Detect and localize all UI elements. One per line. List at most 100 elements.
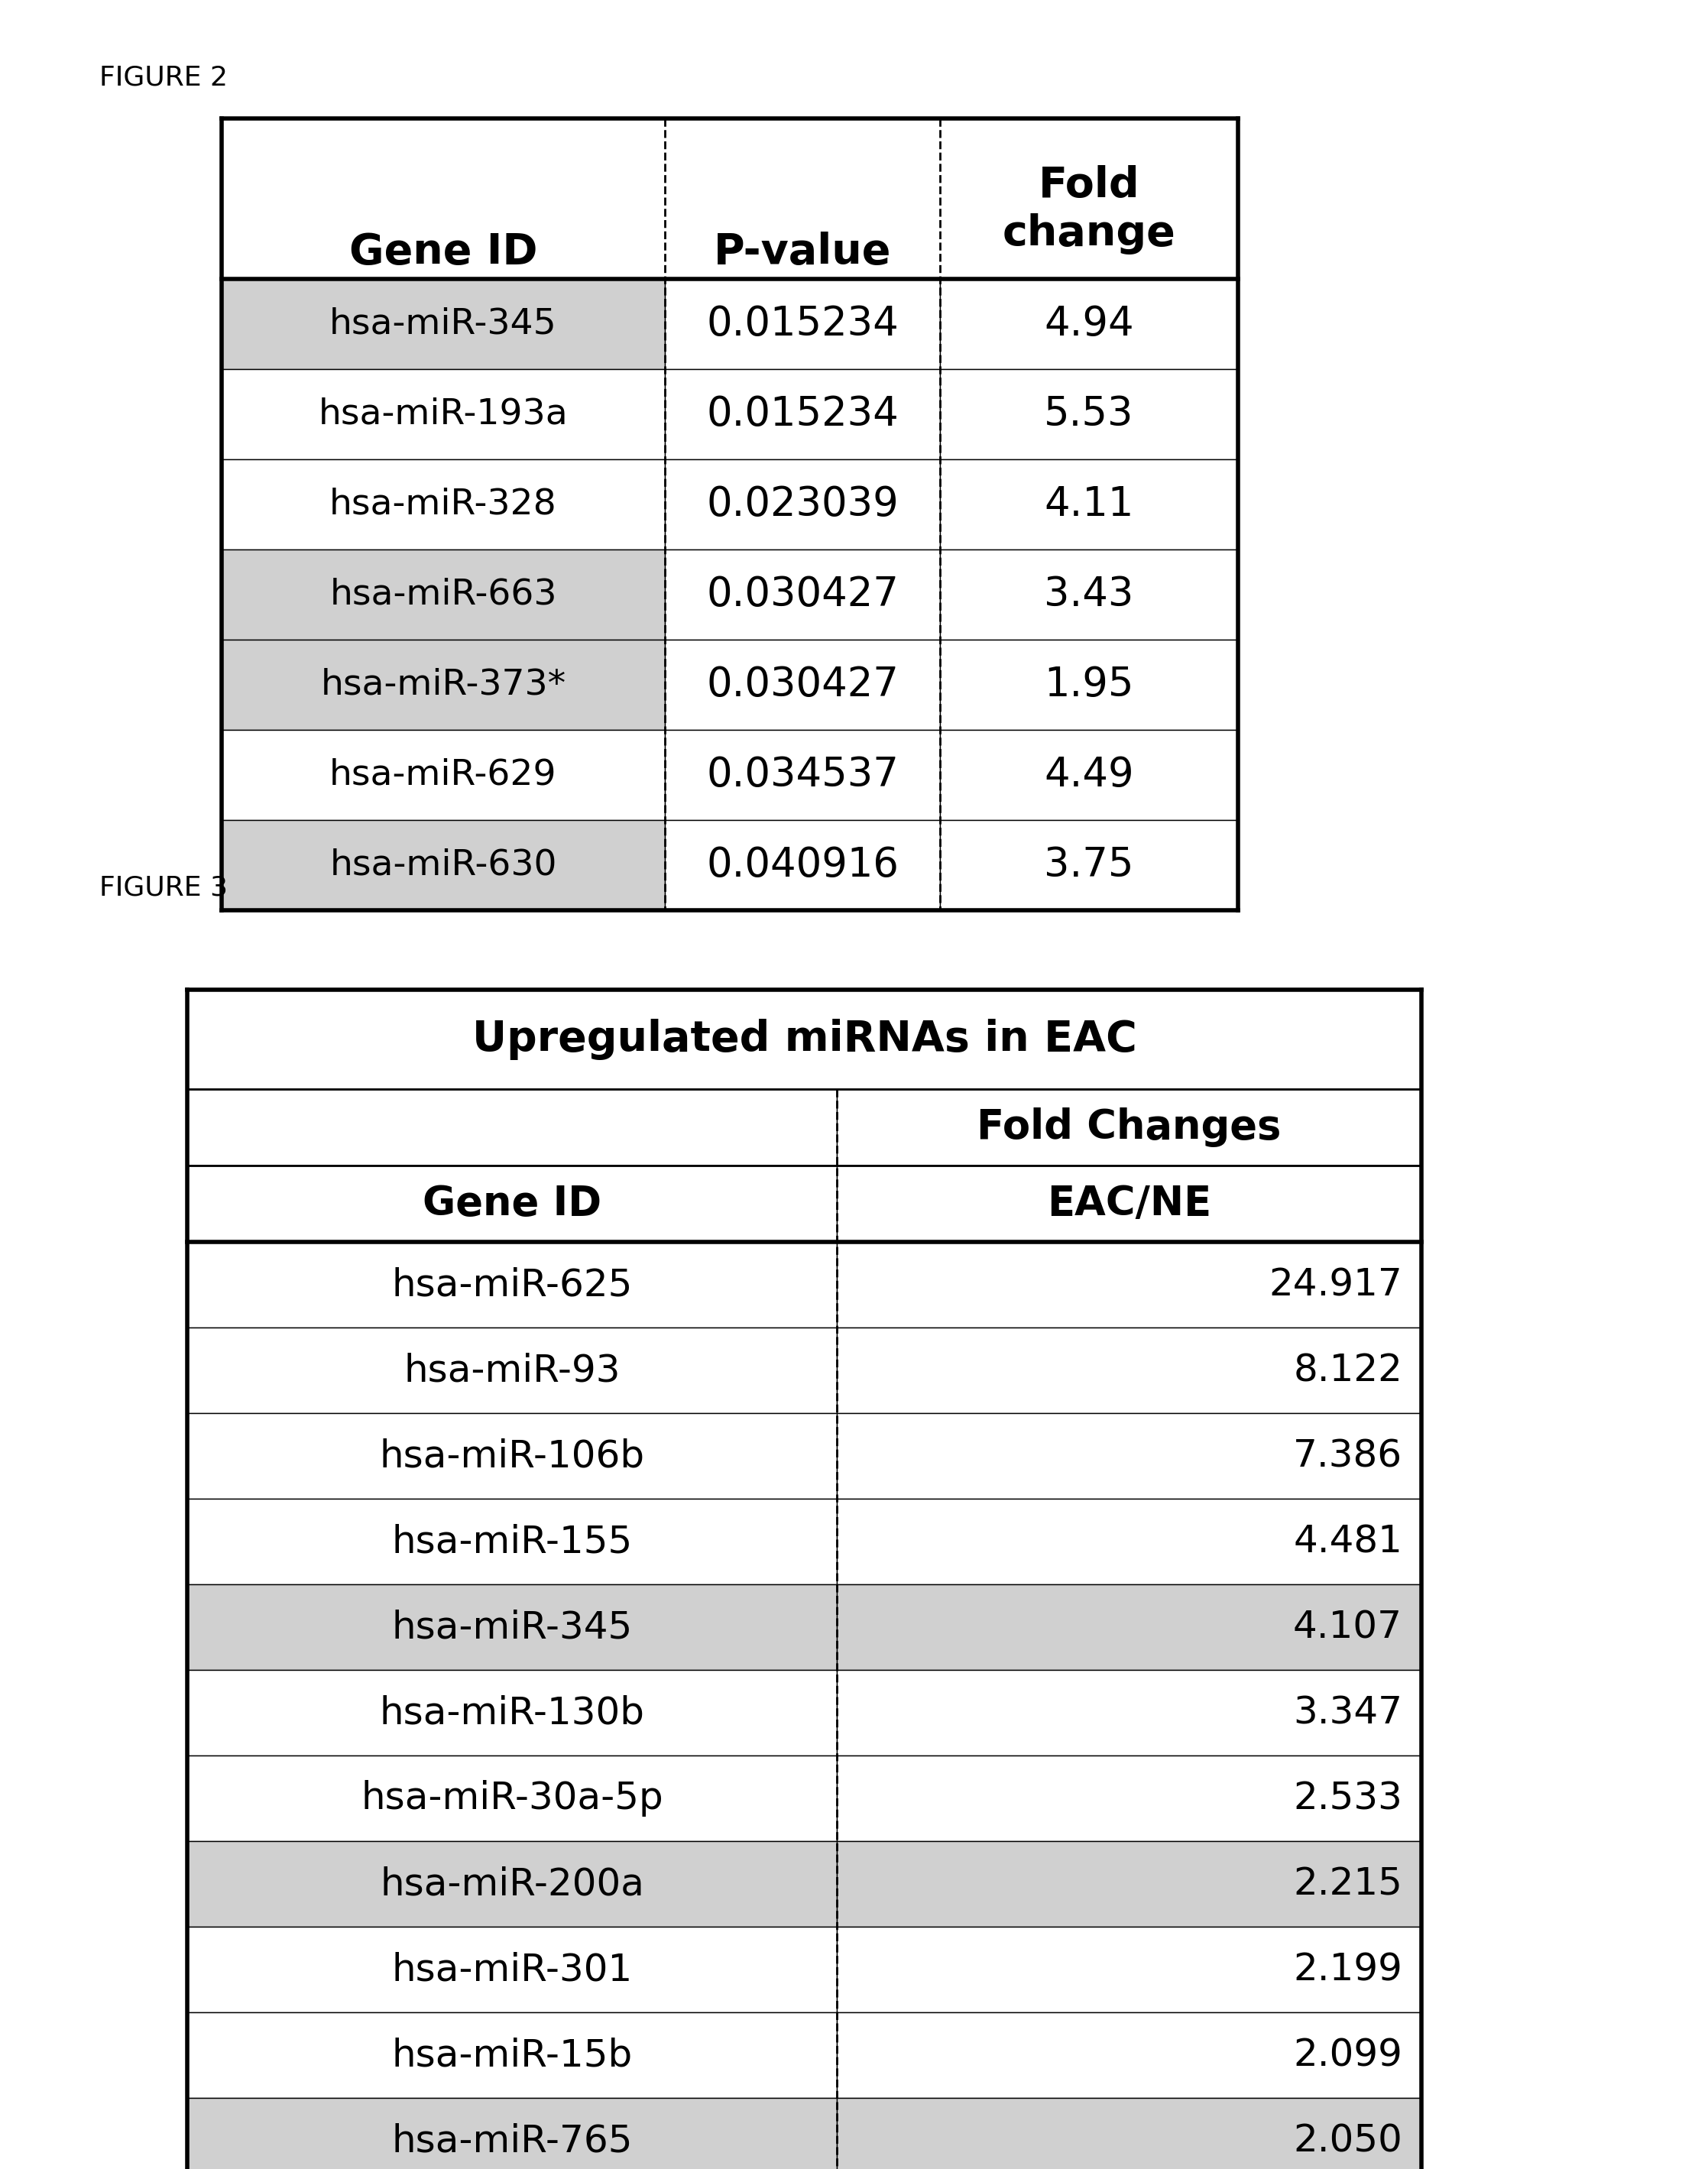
Text: 1.95: 1.95	[1044, 666, 1134, 705]
Bar	[188, 1414, 837, 1499]
Text: 5.53: 5.53	[1044, 395, 1134, 434]
Text: hsa-miR-200a: hsa-miR-200a	[379, 1865, 644, 1902]
Bar	[939, 731, 1238, 820]
Text: hsa-miR-625: hsa-miR-625	[391, 1267, 632, 1304]
Bar	[222, 820, 664, 911]
Text: 0.040916: 0.040916	[705, 846, 898, 885]
Text: hsa-miR-93: hsa-miR-93	[403, 1351, 620, 1388]
Bar	[837, 1926, 1421, 2013]
Text: hsa-miR-765: hsa-miR-765	[391, 2123, 632, 2158]
Bar	[664, 640, 939, 731]
Text: 8.122: 8.122	[1293, 1351, 1402, 1388]
Bar	[837, 1414, 1421, 1499]
Text: 0.023039: 0.023039	[705, 484, 898, 525]
Text: P-value: P-value	[714, 232, 892, 273]
Text: 4.107: 4.107	[1293, 1609, 1402, 1646]
Bar	[837, 1327, 1421, 1414]
Text: FIGURE 2: FIGURE 2	[99, 65, 227, 91]
Text: 7.386: 7.386	[1293, 1438, 1402, 1475]
Text: hsa-miR-328: hsa-miR-328	[330, 488, 557, 521]
Text: 24.917: 24.917	[1269, 1267, 1402, 1304]
Text: hsa-miR-373*: hsa-miR-373*	[321, 668, 565, 703]
Bar	[188, 1670, 837, 1755]
Bar	[664, 280, 939, 369]
Bar	[222, 280, 664, 369]
Text: 4.11: 4.11	[1044, 484, 1134, 525]
Bar	[837, 1089, 1421, 1165]
Bar	[188, 2013, 837, 2097]
Text: 4.481: 4.481	[1293, 1523, 1402, 1560]
Text: change: change	[1003, 213, 1175, 254]
Text: hsa-miR-301: hsa-miR-301	[391, 1952, 632, 1987]
Bar	[939, 369, 1238, 460]
Text: hsa-miR-630: hsa-miR-630	[330, 848, 557, 883]
Text: hsa-miR-345: hsa-miR-345	[391, 1609, 632, 1646]
Bar	[664, 731, 939, 820]
Text: hsa-miR-345: hsa-miR-345	[330, 306, 557, 341]
Bar	[939, 280, 1238, 369]
Text: 2.099: 2.099	[1293, 2037, 1402, 2074]
Text: hsa-miR-130b: hsa-miR-130b	[379, 1694, 644, 1731]
Bar	[664, 460, 939, 549]
Bar	[837, 1165, 1421, 1243]
Bar	[837, 1243, 1421, 1327]
Text: 2.215: 2.215	[1293, 1865, 1402, 1902]
Bar	[188, 1841, 837, 1926]
Text: hsa-miR-193a: hsa-miR-193a	[318, 397, 569, 432]
Text: 0.030427: 0.030427	[705, 666, 898, 705]
Text: Upregulated miRNAs in EAC: Upregulated miRNAs in EAC	[471, 1019, 1138, 1061]
Text: EAC/NE: EAC/NE	[1047, 1184, 1211, 1223]
Text: Gene ID: Gene ID	[422, 1184, 601, 1223]
Text: 3.75: 3.75	[1044, 846, 1134, 885]
Bar	[188, 1583, 837, 1670]
Bar	[188, 989, 1421, 1089]
Bar	[188, 1243, 837, 1327]
Bar	[837, 1499, 1421, 1583]
Text: hsa-miR-155: hsa-miR-155	[391, 1523, 632, 1560]
Text: hsa-miR-30a-5p: hsa-miR-30a-5p	[360, 1781, 663, 1818]
Text: 3.347: 3.347	[1293, 1694, 1402, 1731]
Text: 4.94: 4.94	[1044, 304, 1134, 345]
Bar	[222, 549, 664, 640]
Bar	[222, 119, 1238, 280]
Bar	[188, 2097, 837, 2169]
Bar	[222, 731, 664, 820]
Bar	[664, 369, 939, 460]
Bar	[188, 1089, 837, 1165]
Bar	[837, 1583, 1421, 1670]
Bar	[664, 820, 939, 911]
Bar	[939, 549, 1238, 640]
Text: 0.015234: 0.015234	[705, 304, 898, 345]
Text: 0.015234: 0.015234	[705, 395, 898, 434]
Text: hsa-miR-15b: hsa-miR-15b	[391, 2037, 632, 2074]
Text: hsa-miR-629: hsa-miR-629	[330, 757, 557, 792]
Bar	[837, 1841, 1421, 1926]
Text: hsa-miR-106b: hsa-miR-106b	[379, 1438, 644, 1475]
Bar	[939, 640, 1238, 731]
Bar	[939, 820, 1238, 911]
Text: 2.050: 2.050	[1293, 2123, 1402, 2158]
Text: Gene ID: Gene ID	[348, 232, 538, 273]
Bar	[188, 1755, 837, 1841]
Text: 2.533: 2.533	[1293, 1781, 1402, 1818]
Text: Fold: Fold	[1038, 165, 1139, 206]
Bar	[222, 460, 664, 549]
Bar	[837, 2097, 1421, 2169]
Text: Fold Changes: Fold Changes	[977, 1108, 1281, 1147]
Text: 0.030427: 0.030427	[705, 575, 898, 614]
Bar	[222, 640, 664, 731]
Bar	[222, 369, 664, 460]
Bar	[188, 1926, 837, 2013]
Bar	[837, 2013, 1421, 2097]
Text: 3.43: 3.43	[1044, 575, 1134, 614]
Bar	[188, 1327, 837, 1414]
Text: FIGURE 3: FIGURE 3	[99, 874, 227, 900]
Text: 2.199: 2.199	[1293, 1952, 1402, 1987]
Text: 4.49: 4.49	[1044, 755, 1134, 794]
Text: 0.034537: 0.034537	[705, 755, 898, 794]
Bar	[188, 1165, 837, 1243]
Bar	[939, 460, 1238, 549]
Bar	[664, 549, 939, 640]
Bar	[837, 1670, 1421, 1755]
Text: hsa-miR-663: hsa-miR-663	[330, 577, 557, 612]
